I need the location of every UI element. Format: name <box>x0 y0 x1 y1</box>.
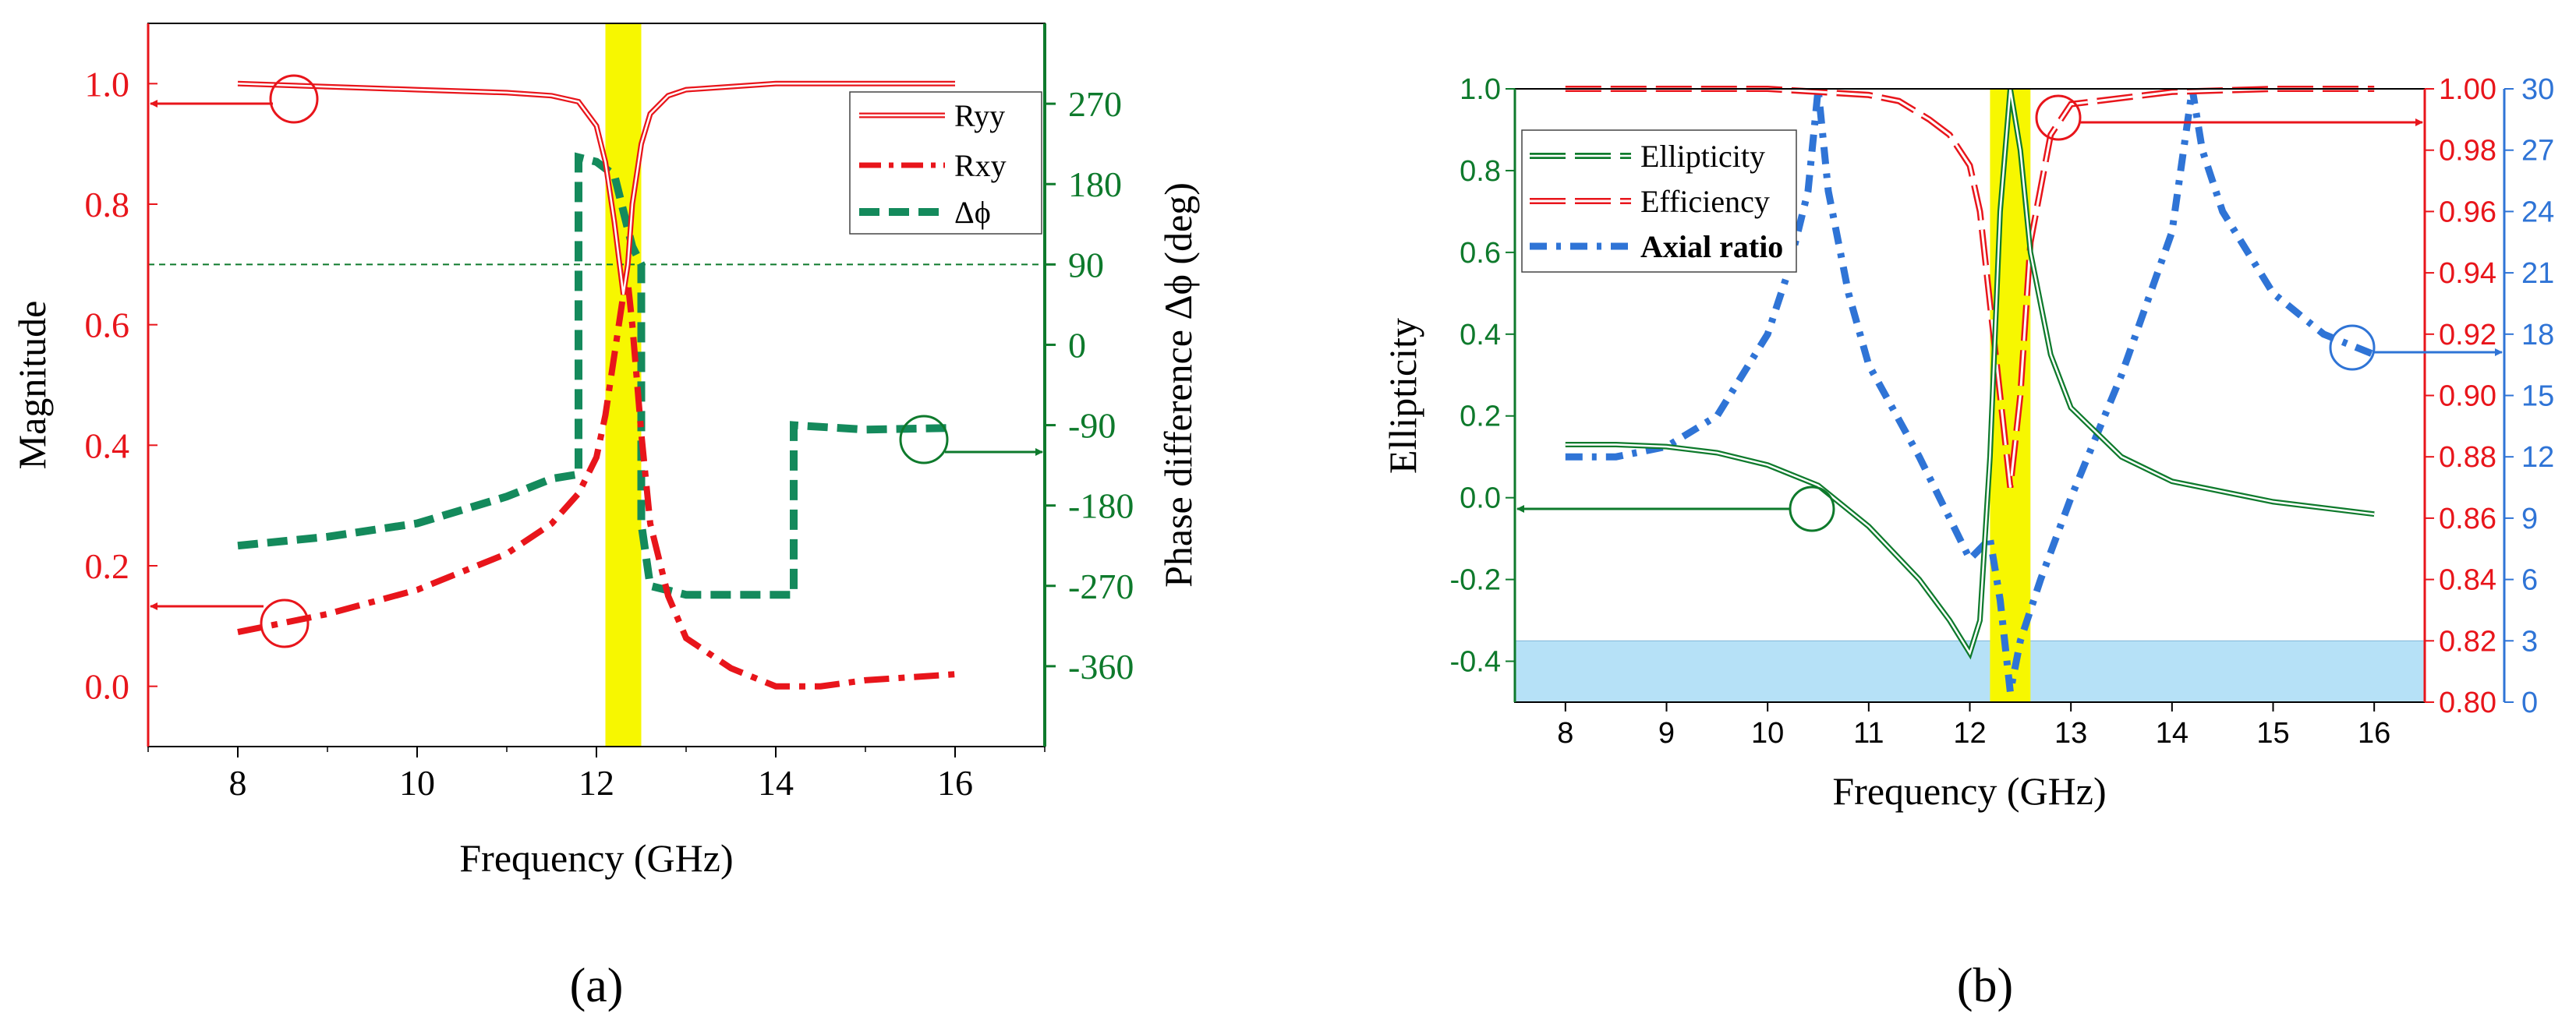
b-ytick-label: 0.4 <box>1460 319 1501 351</box>
a-y2tick-label: -270 <box>1068 567 1134 606</box>
panel-a-annotations <box>150 74 1043 648</box>
annotation-circle-rxy <box>260 599 310 648</box>
b-y3tick-label: 21 <box>2521 257 2554 290</box>
series-rxy-line <box>237 281 956 690</box>
b-xtick-label: 8 <box>1557 717 1573 750</box>
b-ytick-label: -0.2 <box>1450 564 1501 597</box>
b-xtick-label: 9 <box>1658 717 1675 750</box>
series-ryy-inner <box>237 83 955 295</box>
a-y2tick-label: 0 <box>1068 325 1086 365</box>
a-ytick-label: 0.0 <box>85 667 130 707</box>
series-efficiency-inner <box>1565 87 2375 488</box>
annotation-circle-dphi <box>899 415 949 464</box>
series-ryy-line <box>237 80 955 295</box>
panel-b-caption: (b) <box>1957 959 2013 1012</box>
b-y2tick-label: 0.92 <box>2439 319 2496 351</box>
annotation-circle-axial-ratio <box>2329 324 2376 371</box>
b-y3tick-label: 15 <box>2521 380 2554 413</box>
b-y2tick-label: 0.86 <box>2439 503 2496 535</box>
b-y3tick-label: 24 <box>2521 196 2554 228</box>
b-xtick-label: 12 <box>1953 717 1986 750</box>
series-axial-ratio-line <box>1565 88 2376 693</box>
b-y3tick-label: 30 <box>2521 73 2554 106</box>
panel-b-ylabel: Ellipticity <box>1381 318 1424 474</box>
panel-a-legend: Ryy Rxy Δϕ <box>849 91 1042 235</box>
panel-a: 8 10 12 14 16 0.0 0.2 0.4 0.6 0.8 1.0 270 180 90 0 -90 -… <box>10 23 1200 1012</box>
b-y3tick-label: 12 <box>2521 441 2554 474</box>
b-y3tick-label: 6 <box>2521 564 2538 597</box>
series-ellipticity-inner <box>1565 88 2375 655</box>
a-ytick-label: 0.4 <box>85 425 130 465</box>
b-y3tick-label: 0 <box>2521 687 2538 719</box>
b-y3tick-label: 27 <box>2521 135 2554 168</box>
annotation-circle-ellipticity <box>1789 486 1835 532</box>
b-ytick-label: 0.6 <box>1460 237 1501 270</box>
panel-a-ylabel: Magnitude <box>10 301 54 470</box>
b-ytick-label: 1.0 <box>1460 73 1501 106</box>
a-y2tick-label: 90 <box>1068 245 1104 284</box>
panel-a-series <box>237 80 956 690</box>
b-ytick-label: -0.4 <box>1450 646 1501 679</box>
panel-a-xlabel: Frequency (GHz) <box>459 836 733 880</box>
b-y2tick-label: 0.90 <box>2439 380 2496 413</box>
b-y2tick-label: 0.80 <box>2439 687 2496 719</box>
legend-label-efficiency: Efficiency <box>1640 184 1770 219</box>
b-y2tick-label: 0.96 <box>2439 196 2496 228</box>
panel-b-xlabel: Frequency (GHz) <box>1832 769 2106 813</box>
b-y2tick-label: 1.00 <box>2439 73 2496 106</box>
b-y2tick-label: 0.88 <box>2439 441 2496 474</box>
series-dphi-line <box>237 152 956 599</box>
a-ytick-label: 0.8 <box>85 185 130 224</box>
b-y3tick-label: 3 <box>2521 625 2538 658</box>
b-ytick-label: 0.8 <box>1460 155 1501 188</box>
panel-a-caption: (a) <box>570 959 624 1012</box>
a-xtick-label: 10 <box>399 763 435 803</box>
annotation-circle-efficiency <box>2035 94 2082 141</box>
b-y2tick-label: 0.98 <box>2439 135 2496 168</box>
a-xtick-label: 8 <box>229 763 247 803</box>
b-xtick-label: 13 <box>2054 717 2087 750</box>
b-y2tick-label: 0.94 <box>2439 257 2496 290</box>
legend-label-rxy: Rxy <box>954 148 1007 183</box>
b-ytick-label: 0.2 <box>1460 401 1501 433</box>
a-xtick-label: 12 <box>579 763 614 803</box>
b-ytick-label: 0.0 <box>1460 482 1501 515</box>
annotation-circle-ryy <box>269 74 319 124</box>
panel-b-ticks: 8 9 10 11 12 13 14 15 16 1.0 0.8 0.6 0.4 0.2 0.0 -0.2 -0… <box>1450 73 2555 750</box>
b-xtick-label: 15 <box>2256 717 2289 750</box>
panel-a-y2label: Phase difference Δϕ (deg) <box>1156 182 1200 588</box>
b-xtick-label: 10 <box>1751 717 1784 750</box>
panel-b-legend: Ellipticity Efficiency Axial ratio <box>1521 129 1797 273</box>
b-y3tick-label: 9 <box>2521 503 2538 535</box>
a-y2tick-label: -360 <box>1068 647 1134 687</box>
a-xtick-label: 14 <box>758 763 794 803</box>
a-y2tick-label: -90 <box>1068 406 1116 446</box>
a-y2tick-label: 180 <box>1068 164 1122 204</box>
b-y2tick-label: 0.84 <box>2439 564 2496 597</box>
a-ytick-label: 0.6 <box>85 305 130 345</box>
a-xtick-label: 16 <box>937 763 973 803</box>
panel-b-annotations <box>1516 94 2503 532</box>
b-xtick-label: 14 <box>2156 717 2189 750</box>
a-y2tick-label: 270 <box>1068 84 1122 124</box>
b-xtick-label: 16 <box>2358 717 2390 750</box>
b-y2tick-label: 0.82 <box>2439 625 2496 658</box>
b-xtick-label: 11 <box>1853 717 1884 750</box>
panel-b-legend-box <box>1521 129 1797 273</box>
panel-b: 8 9 10 11 12 13 14 15 16 1.0 0.8 0.6 0.4 0.2 0.0 -0.2 -0… <box>1381 73 2554 1012</box>
legend-label-ryy: Ryy <box>954 98 1005 133</box>
panel-a-highlight-band <box>605 23 642 747</box>
panel-b-series <box>1565 86 2376 693</box>
b-y3tick-label: 18 <box>2521 319 2554 351</box>
a-y2tick-label: -180 <box>1068 486 1134 526</box>
a-ytick-label: 0.2 <box>85 546 130 586</box>
a-ytick-label: 1.0 <box>85 64 130 104</box>
panel-a-ticks: 8 10 12 14 16 0.0 0.2 0.4 0.6 0.8 1.0 270 180 90 0 -90 -… <box>85 64 1134 803</box>
legend-label-ellipticity: Ellipticity <box>1640 139 1765 174</box>
legend-label-axial-ratio: Axial ratio <box>1640 229 1783 264</box>
legend-label-dphi: Δϕ <box>954 195 991 230</box>
